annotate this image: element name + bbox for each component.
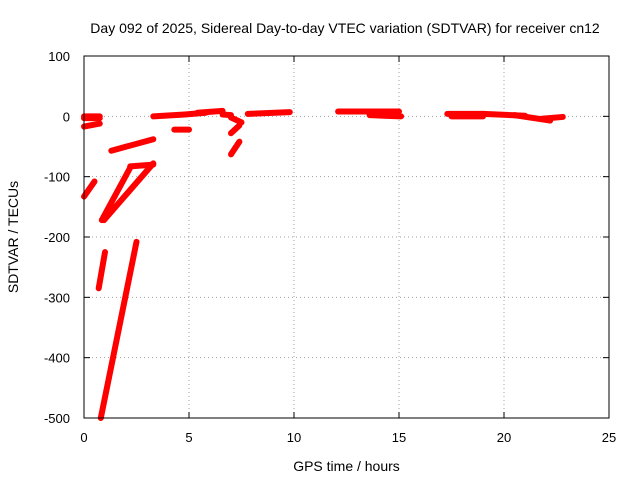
- data-point-trace: [100, 160, 157, 224]
- y-tick-label: 100: [48, 49, 70, 64]
- data-point-trace: [98, 164, 134, 224]
- chart-title: Day 092 of 2025, Sidereal Day-to-day VTE…: [90, 20, 600, 36]
- data-point-trace: [366, 112, 405, 120]
- data-point-trace: [81, 120, 103, 130]
- x-tick-label: 20: [497, 430, 511, 445]
- chart-ticks: 0 5 10 15 20 25 100 0 -100 -200 -300 -400 -500: [44, 49, 616, 445]
- data-point-trace: [228, 122, 243, 137]
- data-point-trace: [81, 178, 98, 200]
- y-tick-label: -200: [44, 230, 70, 245]
- data-point-trace: [228, 114, 245, 126]
- data-point-trace: [127, 161, 157, 170]
- plot-frame: [83, 55, 610, 419]
- chart-series: [81, 107, 566, 421]
- y-tick-label: -500: [44, 411, 70, 426]
- data-point-trace: [95, 249, 108, 292]
- data-point-trace: [108, 136, 157, 154]
- x-tick-label: 25: [602, 430, 616, 445]
- x-tick-label: 5: [185, 430, 192, 445]
- data-point-trace: [97, 238, 140, 421]
- y-tick-label: -300: [44, 290, 70, 305]
- x-tick-label: 0: [80, 430, 87, 445]
- y-tick-label: 0: [63, 109, 70, 124]
- y-tick-label: -400: [44, 351, 70, 366]
- x-tick-label: 10: [287, 430, 301, 445]
- data-point-trace: [150, 111, 188, 120]
- x-axis-label: GPS time / hours: [293, 458, 400, 474]
- y-axis-label: SDTVAR / TECUs: [5, 181, 21, 293]
- y-tick-label: -100: [44, 170, 70, 185]
- data-point-trace: [228, 138, 243, 158]
- plot-border: [83, 55, 610, 419]
- data-point-trace: [244, 109, 293, 117]
- data-point-trace: [194, 107, 226, 116]
- x-tick-label: 15: [392, 430, 406, 445]
- data-point-trace: [538, 113, 566, 122]
